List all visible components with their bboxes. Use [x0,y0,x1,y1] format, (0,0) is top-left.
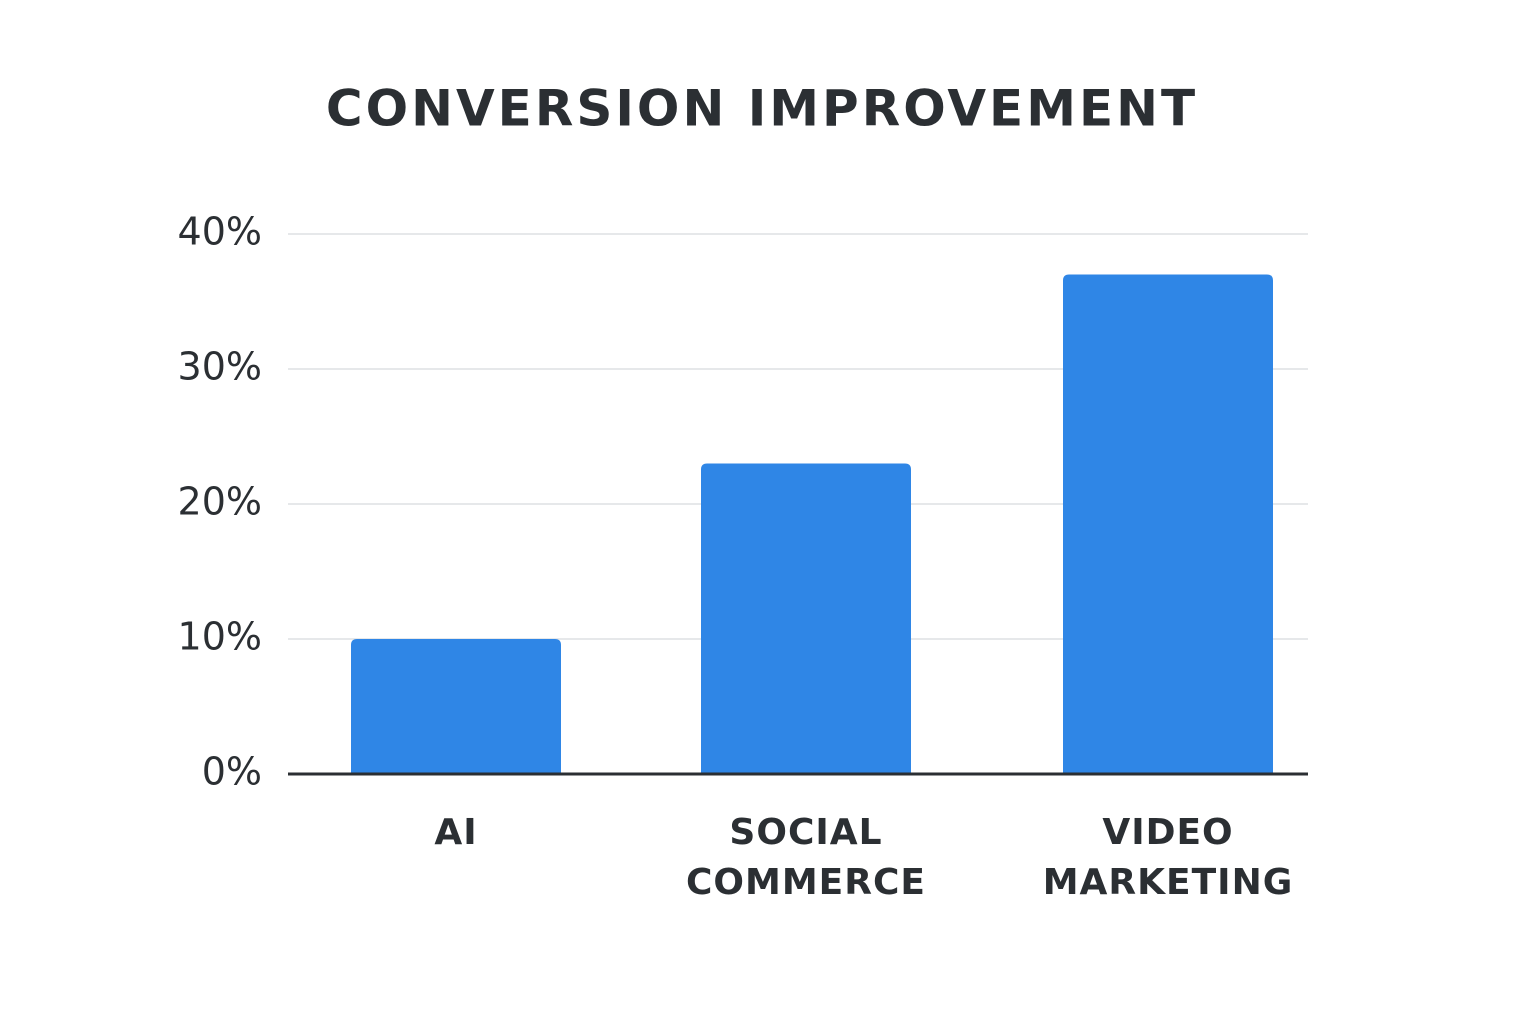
y-tick-label: 0% [202,750,262,794]
x-tick-label: AI [434,812,478,853]
x-tick-label: VIDEO MARKETING [1042,812,1294,903]
y-tick-label: 20% [178,480,262,524]
y-tick-label: 10% [178,615,262,659]
y-tick-label: 40% [178,210,262,254]
chart-title: CONVERSION IMPROVEMENT [326,80,1198,138]
y-tick-label: 30% [178,345,262,389]
x-tick-label: SOCIAL COMMERCE [686,812,926,903]
bar [1063,274,1273,774]
bar [701,463,911,774]
bar [351,639,561,774]
